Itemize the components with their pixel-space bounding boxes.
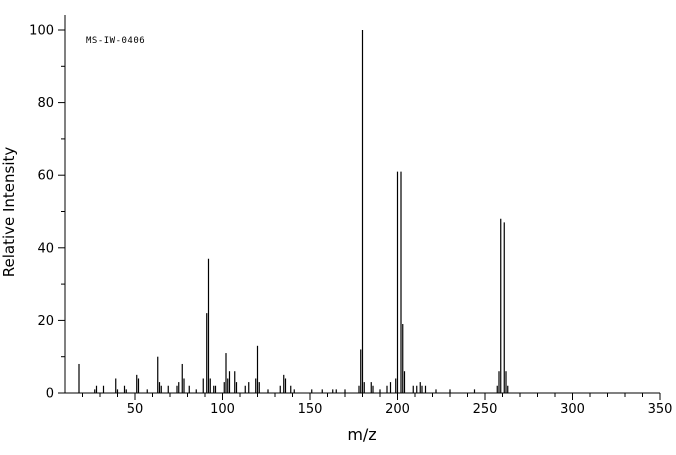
x-tick-label: 200 [385, 402, 410, 417]
x-tick-label: 50 [127, 402, 144, 417]
spectrum-id-label: MS-IW-0406 [86, 36, 145, 46]
x-tick-label: 350 [648, 402, 673, 417]
y-axis-title: Relative Intensity [0, 147, 18, 278]
y-tick-label: 100 [29, 24, 54, 39]
x-tick-label: 300 [560, 402, 585, 417]
x-tick-label: 150 [298, 402, 323, 417]
ticks-layer [58, 29, 661, 400]
tick-labels-layer: 50 100 150 200 250 300 350 0 20 40 60 80 100 [29, 24, 672, 418]
y-tick-label: 60 [37, 169, 54, 184]
y-tick-label: 40 [37, 241, 54, 256]
y-tick-label: 20 [37, 314, 54, 329]
y-tick-label: 0 [46, 387, 54, 402]
x-axis-title: m/z [347, 425, 376, 444]
y-tick-label: 80 [37, 96, 54, 111]
x-tick-label: 250 [473, 402, 498, 417]
x-tick-label: 100 [210, 402, 235, 417]
peaks-layer [78, 30, 509, 393]
